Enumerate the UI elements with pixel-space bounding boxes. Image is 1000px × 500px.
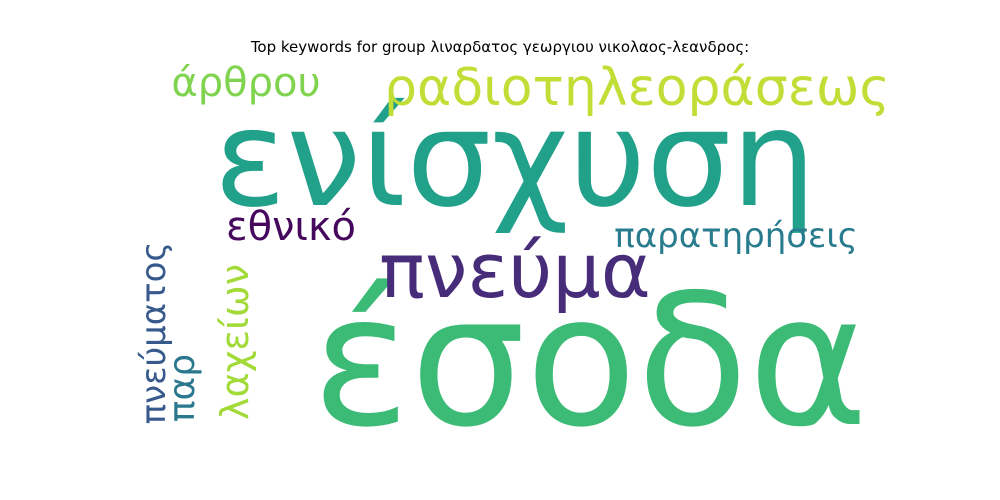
word-pnevma: πνεύμα: [379, 226, 651, 315]
word-ethniko: εθνικό: [226, 204, 356, 250]
word-arthrou: άρθρου: [171, 60, 320, 106]
word-paratiriseis: παρατηρήσεις: [614, 216, 857, 256]
figure-title: Top keywords for group λιναρδατος γεωργι…: [250, 38, 750, 56]
word-pnevmatos: πνεύματος: [134, 242, 174, 425]
word-radiotileoraseos: ραδιοτηλεοράσεως: [384, 58, 890, 118]
word-par: παρ: [162, 354, 203, 422]
word-esoda: έσοδα: [312, 255, 868, 467]
word-lacheion: λαχείων: [213, 264, 257, 420]
word-enischysi: ενίσχυση: [214, 81, 816, 237]
